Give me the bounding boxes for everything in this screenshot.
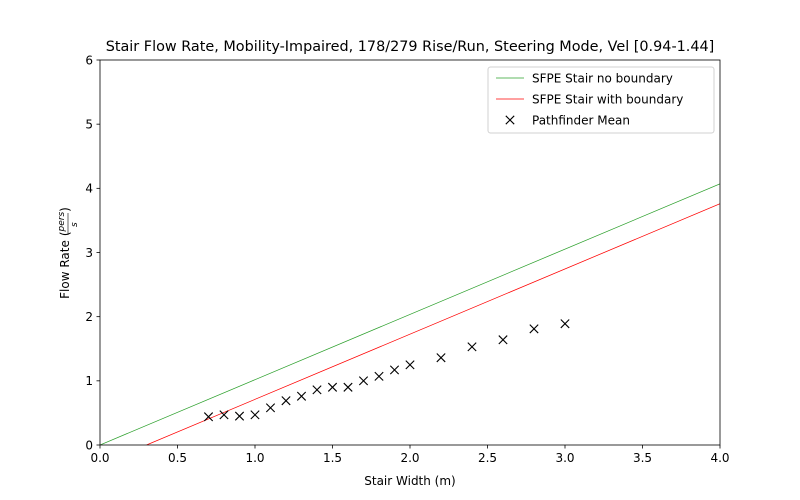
y-axis-label: Flow Rate(pers) s [57,207,80,299]
x-tick-label: 3.0 [555,451,574,465]
data-point [560,319,570,329]
legend-label: SFPE Stair with boundary [532,92,683,106]
data-point [405,360,415,370]
y-axis-label-text: Flow Rate [58,240,72,299]
x-tick-label: 0.5 [168,451,187,465]
y-tick-label: 0 [85,438,93,452]
svg-text:Flow Rate(pers): Flow Rate(pers) [57,207,72,299]
data-point [358,376,369,386]
data-point [343,382,353,392]
x-tick-label: 2.0 [400,451,419,465]
data-point [281,396,291,406]
data-point [312,385,322,395]
y-tick-label: 4 [85,182,93,196]
series-line-0 [100,183,720,445]
y-tick-label: 1 [85,374,93,388]
y-tick-label: 6 [85,53,93,67]
y-axis-unit-denominator: s [70,222,80,227]
series-group [100,183,720,445]
series-line-1 [146,203,720,445]
data-point [389,365,400,375]
legend: SFPE Stair no boundary SFPE Stair with bo… [487,66,715,134]
x-tick-label: 1.5 [323,451,342,465]
data-point [436,353,446,363]
data-point [327,382,338,392]
x-tick-label: 2.5 [478,451,497,465]
y-tick-label: 5 [85,117,93,131]
x-tick-label: 4.0 [710,451,729,465]
legend-label: Pathfinder Mean [532,113,630,127]
legend-label: SFPE Stair no boundary [532,71,673,85]
data-point [296,391,307,401]
data-point [203,412,214,422]
data-point [219,410,229,420]
data-point [374,371,384,381]
data-point [234,411,245,421]
data-point [498,335,508,345]
data-point [250,410,260,420]
series-markers-2 [203,319,570,422]
data-point [529,324,539,334]
y-tick-label: 3 [85,246,93,260]
legend-swatch-marker [505,115,515,125]
legend-box [487,66,715,134]
plot-area: 0.0 0.5 1.0 1.5 2.0 2.5 3.0 3.5 4.0 0 1 2 3 4 5 6 [85,53,729,465]
x-tick-label: 3.5 [633,451,652,465]
x-tick-label: 0.0 [90,451,109,465]
y-axis-unit-numerator: pers [57,212,67,233]
y-tick-label: 2 [85,310,93,324]
data-point [265,403,276,413]
data-point [467,342,477,352]
x-axis-label: Stair Width (m) [364,474,456,488]
x-tick-label: 1.0 [245,451,264,465]
chart-title: Stair Flow Rate, Mobility-Impaired, 178/… [106,39,715,55]
